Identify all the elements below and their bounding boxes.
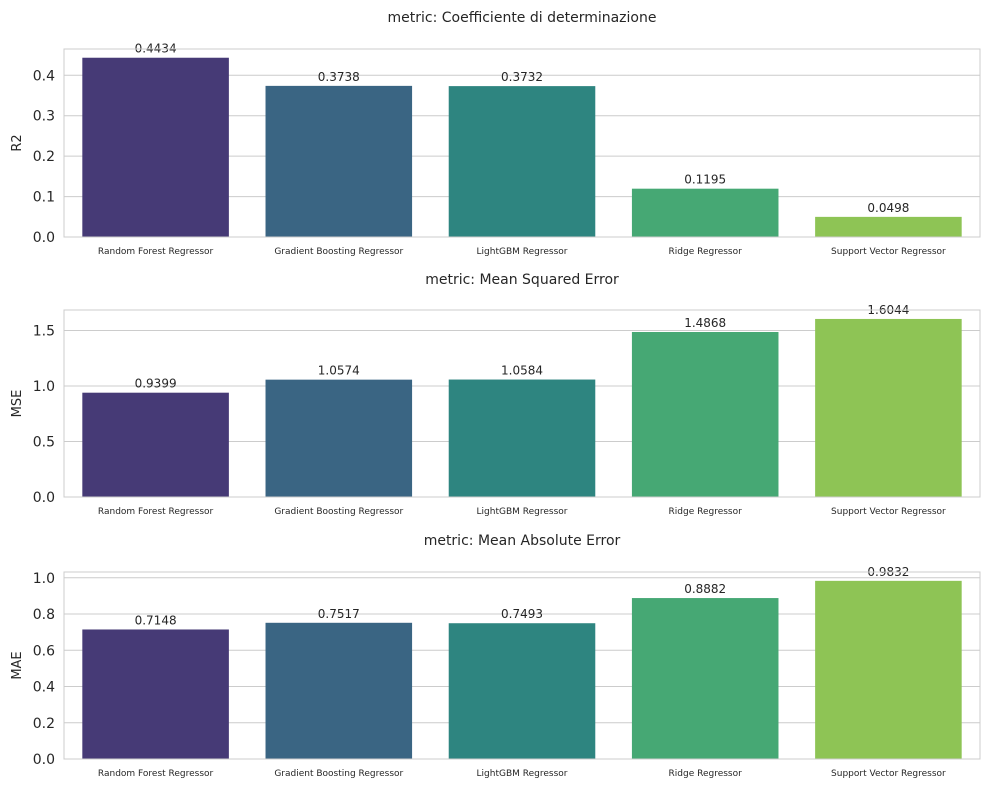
mae-data-label-random-forest-regressor: 0.7148 [135, 613, 177, 627]
mse-ytick-label: 1.5 [33, 324, 55, 340]
mse-category-label-lightgbm-regressor: LightGBM Regressor [477, 507, 568, 517]
mae-category-label-random-forest-regressor: Random Forest Regressor [98, 769, 214, 779]
mae-data-label-gradient-boosting-regressor: 0.7517 [318, 607, 360, 621]
mae-bar-ridge-regressor [631, 598, 779, 759]
r2-category-label-lightgbm-regressor: LightGBM Regressor [477, 247, 568, 257]
mse-data-label-gradient-boosting-regressor: 1.0574 [318, 364, 360, 378]
r2-data-label-lightgbm-regressor: 0.3732 [501, 70, 543, 84]
mae-chart-title: metric: Mean Absolute Error [424, 533, 621, 549]
mse-chart-panel: 0.9399 Random Forest Regressor 1.0574 Gradi… [10, 272, 981, 517]
r2-data-label-support-vector-regressor: 0.0498 [867, 201, 909, 215]
r2-ytick-label: 0.1 [33, 190, 55, 206]
r2-ytick-label: 0.3 [33, 109, 55, 125]
r2-bar-ridge-regressor [631, 188, 779, 237]
r2-bar-support-vector-regressor [815, 216, 962, 237]
mse-ytick-label: 0.0 [33, 490, 55, 506]
r2-bar-gradient-boosting-regressor [265, 85, 413, 238]
mae-plot-frame [63, 571, 981, 760]
mae-data-label-ridge-regressor: 0.8882 [684, 582, 726, 596]
mae-bar-support-vector-regressor [815, 580, 962, 759]
mae-category-label-ridge-regressor: Ridge Regressor [669, 769, 743, 779]
r2-category-label-ridge-regressor: Ridge Regressor [669, 247, 743, 257]
r2-plot-frame [63, 48, 981, 238]
mse-bar-ridge-regressor [631, 331, 779, 497]
mae-ylabel: MAE [10, 651, 25, 679]
r2-ytick-label: 0.2 [33, 149, 55, 165]
mse-ytick-label: 0.5 [33, 435, 55, 451]
mae-ytick-label: 0.2 [33, 716, 55, 732]
r2-ytick-label: 0.4 [33, 68, 55, 84]
r2-category-label-support-vector-regressor: Support Vector Regressor [831, 247, 946, 257]
mse-bar-gradient-boosting-regressor [265, 379, 413, 497]
mae-ytick-label: 0.4 [33, 680, 55, 696]
mse-category-label-ridge-regressor: Ridge Regressor [669, 507, 743, 517]
mae-chart-panel: 0.7148 Random Forest Regressor 0.7517 Gradi… [10, 533, 981, 779]
mse-bar-support-vector-regressor [815, 318, 962, 497]
r2-data-label-ridge-regressor: 0.1195 [684, 173, 726, 187]
mae-bar-random-forest-regressor [82, 629, 229, 759]
mse-category-label-gradient-boosting-regressor: Gradient Boosting Regressor [274, 507, 403, 517]
r2-category-label-gradient-boosting-regressor: Gradient Boosting Regressor [274, 247, 403, 257]
mae-category-label-gradient-boosting-regressor: Gradient Boosting Regressor [274, 769, 403, 779]
r2-chart-title: metric: Coefficiente di determinazione [388, 10, 657, 26]
r2-ylabel: R2 [10, 134, 25, 151]
mse-ytick-label: 1.0 [33, 379, 55, 395]
mae-ytick-label: 0.8 [33, 607, 55, 623]
mae-bar-lightgbm-regressor [448, 623, 596, 759]
mae-bar-gradient-boosting-regressor [265, 622, 413, 759]
r2-data-label-gradient-boosting-regressor: 0.3738 [318, 70, 360, 84]
mse-plot-frame [63, 309, 981, 498]
mse-data-label-ridge-regressor: 1.4868 [684, 316, 726, 330]
mse-chart-title: metric: Mean Squared Error [425, 272, 619, 288]
mse-data-label-lightgbm-regressor: 1.0584 [501, 364, 543, 378]
mse-ylabel: MSE [10, 390, 25, 418]
mse-category-label-support-vector-regressor: Support Vector Regressor [831, 507, 946, 517]
r2-bar-lightgbm-regressor [448, 86, 596, 237]
mae-category-label-support-vector-regressor: Support Vector Regressor [831, 769, 946, 779]
mse-data-label-random-forest-regressor: 0.9399 [135, 377, 177, 391]
mae-category-label-lightgbm-regressor: LightGBM Regressor [477, 769, 568, 779]
r2-category-label-random-forest-regressor: Random Forest Regressor [98, 247, 214, 257]
mae-data-label-lightgbm-regressor: 0.7493 [501, 607, 543, 621]
mse-bar-lightgbm-regressor [448, 379, 596, 497]
mae-ytick-label: 1.0 [33, 571, 55, 587]
mae-ytick-label: 0.0 [33, 752, 55, 768]
mae-ytick-label: 0.6 [33, 643, 55, 659]
r2-ytick-label: 0.0 [33, 230, 55, 246]
mse-bar-random-forest-regressor [82, 392, 229, 497]
mse-category-label-random-forest-regressor: Random Forest Regressor [98, 507, 214, 517]
r2-bar-random-forest-regressor [82, 57, 229, 237]
